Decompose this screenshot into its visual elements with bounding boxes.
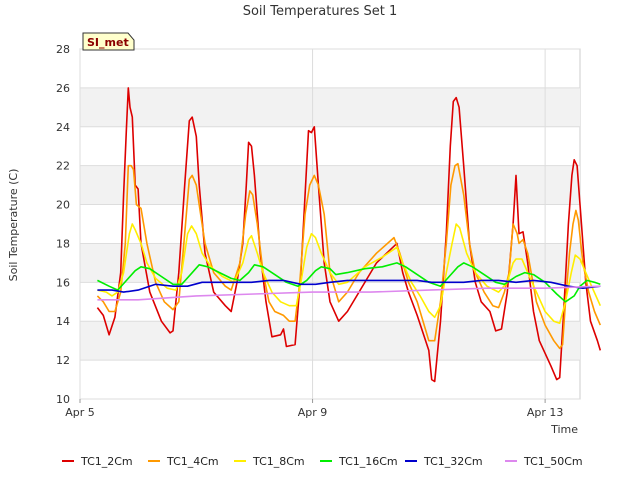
legend-item-tc1-8cm: TC1_8Cm	[234, 455, 305, 468]
y-tick-label: 28	[56, 43, 70, 56]
y-tick-label: 22	[56, 160, 70, 173]
y-tick-label: 10	[56, 393, 70, 406]
series-line-tc1-8cm	[97, 223, 602, 325]
legend: TC1_2Cm TC1_4Cm TC1_8Cm TC1_16Cm TC1_32Cm TC1…	[62, 455, 583, 468]
legend-label: TC1_16Cm	[338, 455, 398, 468]
y-tick-label: 24	[56, 121, 70, 134]
series-line-tc1-4cm	[96, 162, 602, 350]
x-tick-label: Apr 5	[65, 406, 95, 419]
legend-item-tc1-16cm: TC1_16Cm	[320, 455, 398, 468]
y-tick-label: 12	[56, 354, 70, 367]
x-tick-label: Apr 13	[527, 406, 564, 419]
x-axis-ticks: Apr 5 Apr 9 Apr 13	[65, 399, 563, 419]
x-tick-label: Apr 9	[298, 406, 328, 419]
legend-item-tc1-50cm: TC1_50Cm	[505, 455, 583, 468]
series-line-tc1-16cm	[97, 262, 601, 303]
y-axis-ticks: 10 12 14 16 18 20 22 24 26 28	[56, 43, 70, 406]
grid-band	[80, 243, 580, 283]
y-axis-label: Soil Temperature (C)	[7, 169, 20, 282]
site-badge-box	[82, 32, 135, 51]
series-lines	[96, 87, 602, 383]
y-tick-label: 16	[56, 276, 70, 289]
y-tick-label: 18	[56, 237, 70, 250]
chart-title: Soil Temperatures Set 1	[243, 4, 398, 19]
series-line-tc1-2cm	[96, 87, 602, 383]
plot-background	[79, 48, 581, 400]
legend-label: TC1_32Cm	[423, 455, 483, 468]
legend-label: TC1_4Cm	[166, 455, 219, 468]
grid-band	[80, 87, 580, 127]
legend-label: TC1_50Cm	[523, 455, 583, 468]
series-line-tc1-32cm	[97, 279, 601, 293]
y-tick-label: 26	[56, 82, 70, 95]
y-tick-label: 20	[56, 199, 70, 212]
x-axis-label: Time	[550, 423, 578, 436]
legend-item-tc1-4cm: TC1_4Cm	[148, 455, 219, 468]
grid-band	[80, 165, 580, 205]
legend-label: TC1_2Cm	[80, 455, 133, 468]
site-badge: SI_met	[82, 32, 135, 51]
legend-item-tc1-32cm: TC1_32Cm	[405, 455, 483, 468]
grid-band	[80, 321, 580, 361]
series-line-tc1-50cm	[97, 285, 601, 301]
legend-item-tc1-2cm: TC1_2Cm	[62, 455, 133, 468]
site-badge-label: SI_met	[87, 36, 129, 49]
y-tick-label: 14	[56, 315, 70, 328]
legend-label: TC1_8Cm	[252, 455, 305, 468]
